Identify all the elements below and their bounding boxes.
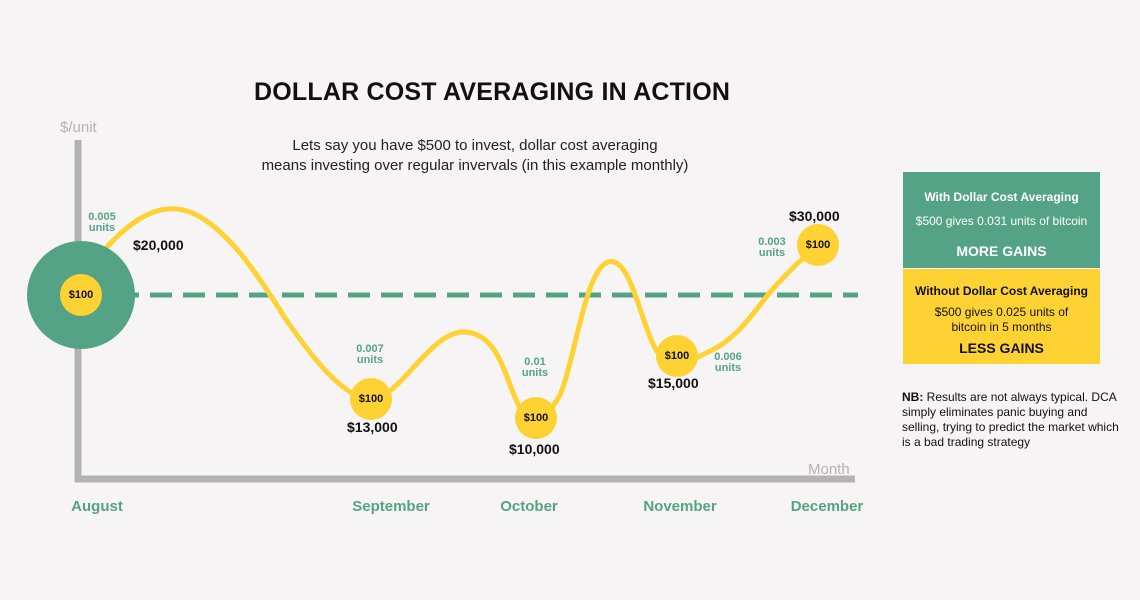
units-word-october: units: [521, 367, 549, 379]
price-label-august: $20,000: [133, 237, 184, 253]
december-coin-label: $100: [805, 239, 831, 251]
disclaimer-note: NB: Results are not always typical. DCA …: [902, 390, 1127, 450]
lump-sum-coin-label: $100: [68, 289, 94, 301]
tick-label-august: August: [71, 498, 123, 515]
with-dca-box: With Dollar Cost Averaging $500 gives 0.…: [903, 172, 1100, 268]
without-dca-title: Without Dollar Cost Averaging: [914, 284, 1088, 298]
with-dca-text: $500 gives 0.031 units of bitcoin: [915, 214, 1088, 228]
price-label-november: $15,000: [648, 375, 699, 391]
november-coin-label: $100: [664, 350, 690, 362]
subtitle-line-1: Lets say you have $500 to invest, dollar…: [292, 137, 658, 154]
october-coin: $100: [515, 397, 557, 439]
september-coin-label: $100: [358, 393, 384, 405]
september-coin: $100: [350, 378, 392, 420]
units-word-november: units: [714, 362, 742, 374]
units-label-december: 0.003 units: [758, 237, 786, 259]
units-value-november: 0.006: [714, 351, 742, 363]
without-dca-result: LESS GAINS: [959, 340, 1044, 356]
price-label-october: $10,000: [509, 441, 560, 457]
units-label-november: 0.006 units: [714, 352, 742, 374]
units-value-september: 0.007: [356, 343, 384, 355]
tick-label-december: December: [790, 498, 864, 515]
y-axis-label: $/unit: [60, 119, 97, 136]
with-dca-result: MORE GAINS: [956, 243, 1047, 259]
price-label-september: $13,000: [347, 419, 398, 435]
december-coin: $100: [797, 224, 839, 266]
without-dca-text: $500 gives 0.025 units of bitcoin in 5 m…: [903, 305, 1100, 335]
tick-label-september: September: [352, 498, 430, 515]
october-coin-label: $100: [523, 412, 549, 424]
units-label-august: 0.005 units: [88, 212, 116, 234]
chart-title: DOLLAR COST AVERAGING IN ACTION: [254, 78, 731, 106]
units-label-september: 0.007 units: [356, 344, 384, 366]
without-dca-text-line-2: bitcoin in 5 months: [951, 320, 1052, 334]
note-text: Results are not always typical. DCA simp…: [902, 390, 1119, 449]
x-axis-label: Month: [808, 461, 850, 478]
tick-label-october: October: [500, 498, 558, 515]
units-label-october: 0.01 units: [522, 357, 548, 379]
price-label-december: $30,000: [789, 208, 840, 224]
units-word-december: units: [758, 247, 786, 259]
tick-label-november: November: [643, 498, 717, 515]
price-curve: [97, 206, 821, 422]
units-value-december: 0.003: [758, 236, 786, 248]
units-value-august: 0.005: [88, 211, 116, 223]
without-dca-text-line-1: $500 gives 0.025 units of: [934, 305, 1069, 319]
units-value-october: 0.01: [524, 356, 546, 368]
subtitle-line-2: means investing over regular invervals (…: [261, 157, 689, 174]
lump-sum-coin: $100: [60, 274, 102, 316]
note-label: NB:: [902, 390, 924, 404]
november-coin: $100: [656, 335, 698, 377]
units-word-september: units: [356, 354, 384, 366]
without-dca-box: Without Dollar Cost Averaging $500 gives…: [903, 269, 1100, 364]
with-dca-title: With Dollar Cost Averaging: [924, 190, 1079, 204]
chart-subtitle: Lets say you have $500 to invest, dollar…: [240, 136, 710, 176]
units-word-august: units: [88, 222, 116, 234]
